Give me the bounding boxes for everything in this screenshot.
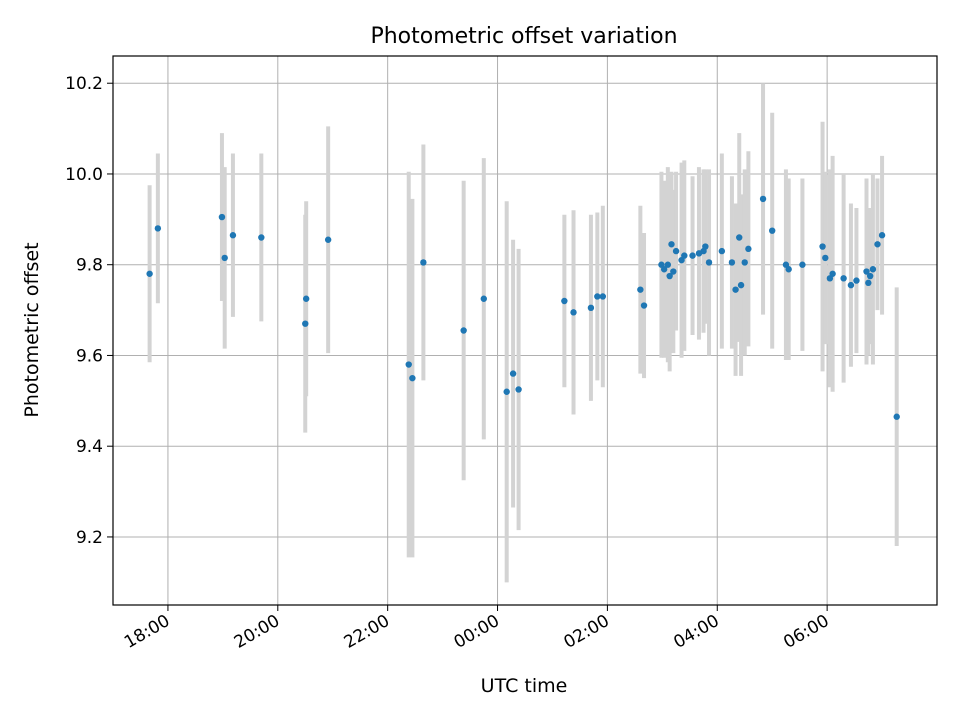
data-point — [799, 261, 806, 268]
data-point — [759, 195, 767, 203]
data-point — [587, 304, 595, 312]
data-point — [302, 320, 309, 327]
data-point — [728, 259, 736, 266]
data-point — [229, 232, 237, 239]
data-point — [221, 254, 228, 262]
data-point — [480, 295, 487, 302]
data-point — [509, 370, 517, 377]
grid-layer — [113, 56, 937, 605]
x-axis-label: UTC time — [481, 675, 568, 697]
data-point — [594, 293, 601, 300]
data-point — [853, 277, 860, 284]
data-point — [689, 252, 696, 259]
data-point — [745, 245, 752, 253]
data-point — [869, 266, 877, 273]
data-point — [258, 234, 265, 241]
y-tick-label: 10.0 — [65, 165, 103, 185]
data-point — [515, 386, 522, 393]
data-point — [146, 270, 153, 277]
data-point — [302, 295, 310, 302]
data-point — [670, 268, 677, 275]
data-point — [702, 243, 709, 250]
data-point — [893, 413, 900, 420]
data-point — [863, 268, 870, 275]
data-point — [737, 281, 745, 289]
data-point — [829, 270, 836, 277]
data-point — [840, 275, 847, 282]
data-point — [324, 236, 332, 243]
data-point — [865, 279, 872, 287]
y-tick-label: 10.2 — [65, 74, 103, 94]
data-point — [570, 309, 577, 316]
data-point — [847, 281, 855, 289]
point-layer — [146, 195, 900, 420]
data-point — [741, 259, 748, 266]
data-point — [736, 234, 743, 241]
data-point — [561, 297, 568, 305]
chart-title: Photometric offset variation — [370, 24, 677, 49]
plot-frame — [112, 55, 938, 606]
data-point — [874, 241, 881, 248]
y-axis-label: Photometric offset — [21, 242, 43, 417]
data-point — [769, 227, 776, 234]
y-tick-label: 9.6 — [76, 346, 103, 366]
data-point — [637, 286, 644, 293]
data-point — [640, 302, 648, 309]
data-point — [660, 266, 668, 273]
data-point — [668, 241, 675, 248]
data-point — [681, 252, 688, 259]
y-tick-label: 9.2 — [76, 528, 103, 548]
data-point — [878, 232, 886, 239]
data-point — [672, 247, 680, 255]
data-point — [405, 361, 412, 368]
data-point — [409, 374, 416, 382]
data-point — [503, 388, 510, 395]
data-point — [732, 286, 739, 293]
data-point — [218, 213, 226, 221]
data-point — [785, 266, 792, 273]
y-tick-label: 9.8 — [76, 256, 103, 276]
data-point — [822, 254, 829, 262]
data-point — [599, 293, 607, 300]
data-point — [154, 225, 162, 232]
data-point — [664, 261, 672, 268]
data-point — [666, 272, 673, 280]
y-tick-label: 9.4 — [76, 437, 103, 457]
data-point — [819, 243, 826, 250]
data-point — [718, 247, 726, 255]
data-point — [705, 259, 713, 266]
data-point — [866, 272, 874, 280]
data-point — [460, 327, 467, 334]
data-point — [420, 259, 427, 266]
